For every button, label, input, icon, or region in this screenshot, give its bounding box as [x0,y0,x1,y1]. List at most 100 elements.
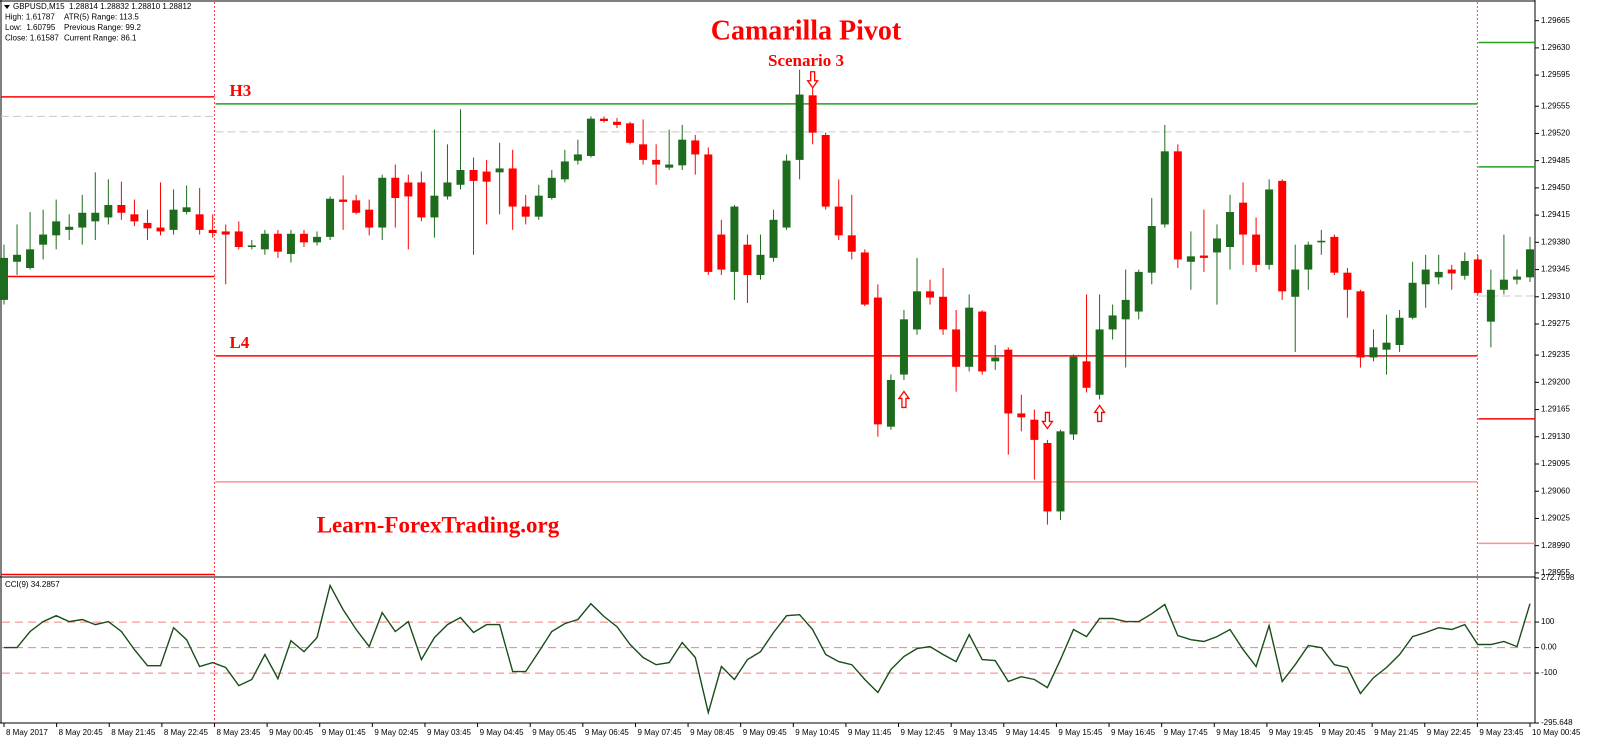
candle-body [1356,291,1365,358]
y-tick-label: 1.29310 [1541,292,1570,301]
menu-triangle [4,5,10,9]
x-tick-label: 9 May 22:45 [1427,728,1472,737]
candle-body [573,154,582,161]
candle-body [899,319,908,375]
y-tick-label: 1.29200 [1541,377,1570,386]
chart-title: Camarilla Pivot [711,15,902,46]
x-tick-label: 8 May 2017 [6,728,48,737]
candle-body [156,227,165,232]
candle-body [0,257,8,300]
candle-body [508,168,517,207]
candle-body [1278,180,1287,292]
candle-body [991,357,1000,362]
info-text: Current Range: 86.1 [64,34,137,43]
x-tick-label: 9 May 19:45 [1269,728,1314,737]
candle-body [1212,238,1221,253]
candle-body [1134,271,1143,312]
x-tick-label: 9 May 08:45 [690,728,735,737]
candle-body [926,291,935,298]
y-tick-label: -100 [1541,668,1558,677]
candle-body [1226,212,1235,247]
candle-body [365,209,374,228]
candle-body [430,195,439,218]
x-tick-label: 9 May 06:45 [585,728,630,737]
candle-body [704,154,713,272]
candle-body [1291,269,1300,297]
candle-body [795,94,804,160]
candle-body [652,159,661,165]
candle-body [1069,356,1078,435]
info-text: GBPUSD,M15 [13,2,65,11]
candle-body [469,170,478,181]
candle-body [1004,349,1013,414]
candle-body [1447,269,1456,274]
x-tick-label: 9 May 00:45 [269,728,314,737]
y-tick-label: 1.29450 [1541,183,1570,192]
candle-body [417,182,426,218]
candle-body [182,207,191,212]
candle-body [1043,443,1052,512]
candle-body [143,222,152,229]
candle-body [613,121,622,125]
candle-body [1499,279,1508,290]
candle-body [456,170,465,185]
candle-body [91,212,100,222]
info-text: ATR(5) Range: 113.5 [64,13,139,22]
candle-body [1252,234,1261,265]
info-text: Close: 1.61587 [5,34,59,43]
candle-body [26,249,35,268]
candle-body [1486,289,1495,322]
candle-body [821,135,830,207]
candle-body [1095,329,1104,395]
y-tick-label: 1.29275 [1541,319,1570,328]
candle-body [560,161,569,180]
candle-body [599,118,608,121]
y-tick-label: 1.29380 [1541,237,1570,246]
y-tick-label: 1.29595 [1541,70,1570,79]
candle-body [1160,151,1169,225]
y-tick-label: 100 [1541,617,1555,626]
y-tick-label: 1.28990 [1541,541,1570,550]
x-tick-label: 9 May 03:45 [427,728,472,737]
watermark: Learn-ForexTrading.org [317,512,560,537]
candle-body [639,144,648,160]
x-tick-label: 9 May 13:45 [953,728,998,737]
y-tick-label: 1.29555 [1541,101,1570,110]
candle-body [665,164,674,168]
info-text: High: 1.61787 [5,13,55,22]
x-tick-label: 8 May 20:45 [59,728,104,737]
candle-body [352,200,361,213]
candle-body [965,307,974,367]
candle-body [886,380,895,427]
candle-body [273,233,282,252]
candle-body [1173,151,1182,260]
candle-body [1017,413,1026,418]
y-tick-label: 0.00 [1541,643,1557,652]
y-tick-label: 1.29165 [1541,405,1570,414]
candle-body [1082,361,1091,388]
candle-body [1265,189,1274,265]
candle-body [912,291,921,330]
x-tick-label: 9 May 02:45 [374,728,419,737]
candle-body [195,214,204,230]
info-text: Previous Range: 99.2 [64,23,141,32]
candle-body [1408,282,1417,318]
candle-body [1434,271,1443,278]
x-tick-label: 9 May 17:45 [1164,728,1209,737]
x-tick-label: 9 May 01:45 [322,728,367,737]
candle-body [769,219,778,258]
candle-body [1199,255,1208,258]
candle-body [847,235,856,252]
y-tick-label: 1.29025 [1541,514,1570,523]
signal-arrow [1093,404,1106,423]
y-tick-label: 272.7598 [1541,573,1575,582]
candle-body [1108,315,1117,330]
candle-body [626,123,635,143]
candle-body [743,244,752,275]
candle-body [1317,240,1326,243]
candle-body [1147,226,1156,273]
y-tick-label: 1.29345 [1541,265,1570,274]
candle-body [234,231,243,247]
candle-body [339,199,348,202]
x-tick-label: 8 May 21:45 [111,728,156,737]
